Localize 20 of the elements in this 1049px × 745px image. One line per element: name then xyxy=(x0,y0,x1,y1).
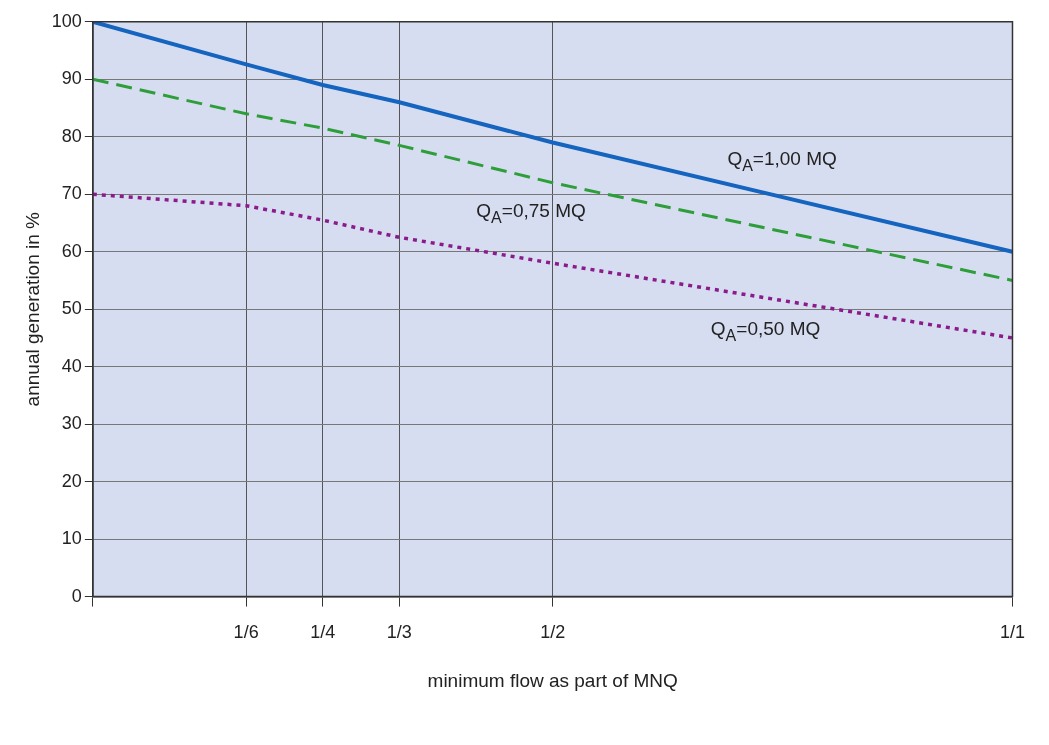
y-tick-label: 80 xyxy=(61,125,82,146)
y-tick-label: 60 xyxy=(61,240,82,261)
y-tick-label: 30 xyxy=(61,413,82,434)
y-tick-label: 20 xyxy=(61,470,82,491)
x-tick-label: 1/3 xyxy=(386,622,412,643)
line-series xyxy=(92,77,1013,282)
x-tick-label: 1/2 xyxy=(540,622,566,643)
x-tick-label: 1/6 xyxy=(233,622,259,643)
y-tick-label: 0 xyxy=(71,585,82,606)
line-series xyxy=(92,192,1013,340)
x-tick-label: 1/4 xyxy=(310,622,336,643)
x-axis-title: minimum flow as part of MNQ xyxy=(427,669,678,691)
y-tick-label: 10 xyxy=(61,528,82,549)
y-tick-label: 50 xyxy=(61,298,82,319)
y-tick-label: 90 xyxy=(61,68,82,89)
y-tick-label: 40 xyxy=(61,355,82,376)
y-tick-label: 70 xyxy=(61,183,82,204)
y-axis-title: annual generation in % xyxy=(21,211,43,407)
y-tick-label: 100 xyxy=(51,10,82,31)
x-tick-label: 1/1 xyxy=(999,622,1025,643)
